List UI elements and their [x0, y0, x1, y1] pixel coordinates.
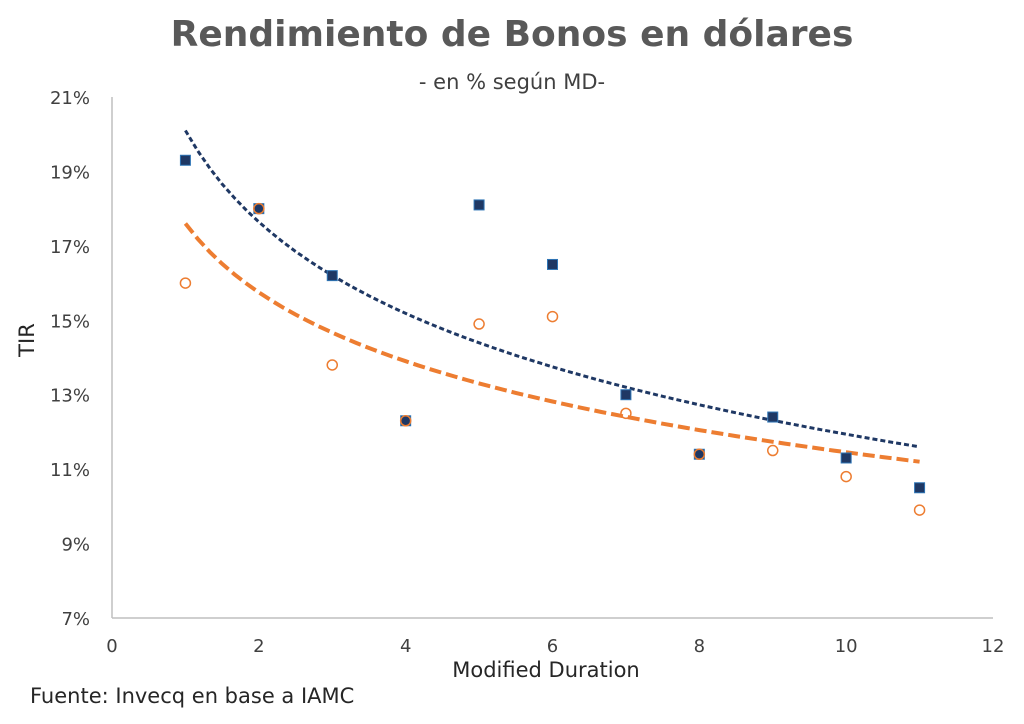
data-point [326, 359, 338, 371]
trendline [184, 129, 920, 449]
y-tick-label: 7% [61, 609, 90, 630]
data-point [913, 504, 926, 516]
data-point [914, 482, 926, 494]
y-tick-label: 21% [50, 88, 90, 109]
data-point [620, 389, 632, 401]
trendlines [183, 129, 920, 464]
data-point [547, 258, 558, 270]
x-tick-label: 2 [253, 636, 264, 657]
y-tick-label: 11% [50, 460, 90, 481]
y-tick-label: 15% [50, 311, 90, 332]
trendline [183, 222, 920, 464]
data-point [767, 444, 779, 457]
source-note: Fuente: Invecq en base a IAMC [30, 684, 355, 708]
x-tick-label: 4 [400, 636, 411, 657]
x-tick-labels: 0 2 4 6 8 10 12 [106, 636, 1004, 657]
x-axis-title: Modified Duration [452, 658, 640, 682]
y-tick-label: 13% [50, 386, 90, 407]
chart-subtitle: - en % según MD- [418, 70, 606, 94]
data-point [179, 277, 192, 289]
y-axis-title: TIR [15, 323, 39, 358]
data-point [253, 202, 265, 215]
data-point [473, 199, 485, 211]
y-tick-label: 9% [61, 535, 90, 556]
data-point [326, 270, 338, 282]
data-point [767, 411, 779, 423]
y-tick-labels: 7% 9% 11% 13% 15% 17% 19% 21% [50, 88, 90, 630]
x-tick-label: 0 [106, 636, 117, 657]
data-point [840, 452, 852, 464]
y-tick-label: 19% [50, 162, 90, 183]
x-tick-label: 12 [982, 636, 1005, 657]
data-point [840, 470, 852, 483]
data-point [620, 407, 632, 420]
chart-title: Rendimiento de Bonos en dólares [170, 14, 854, 55]
data-point [546, 310, 559, 323]
data-points [179, 154, 926, 516]
x-tick-label: 8 [694, 636, 705, 657]
data-point [179, 154, 191, 166]
data-point [399, 415, 412, 427]
data-point [693, 448, 706, 461]
y-tick-label: 17% [50, 237, 90, 258]
x-tick-label: 6 [547, 636, 558, 657]
x-tick-label: 10 [835, 636, 858, 657]
data-point [473, 318, 485, 330]
